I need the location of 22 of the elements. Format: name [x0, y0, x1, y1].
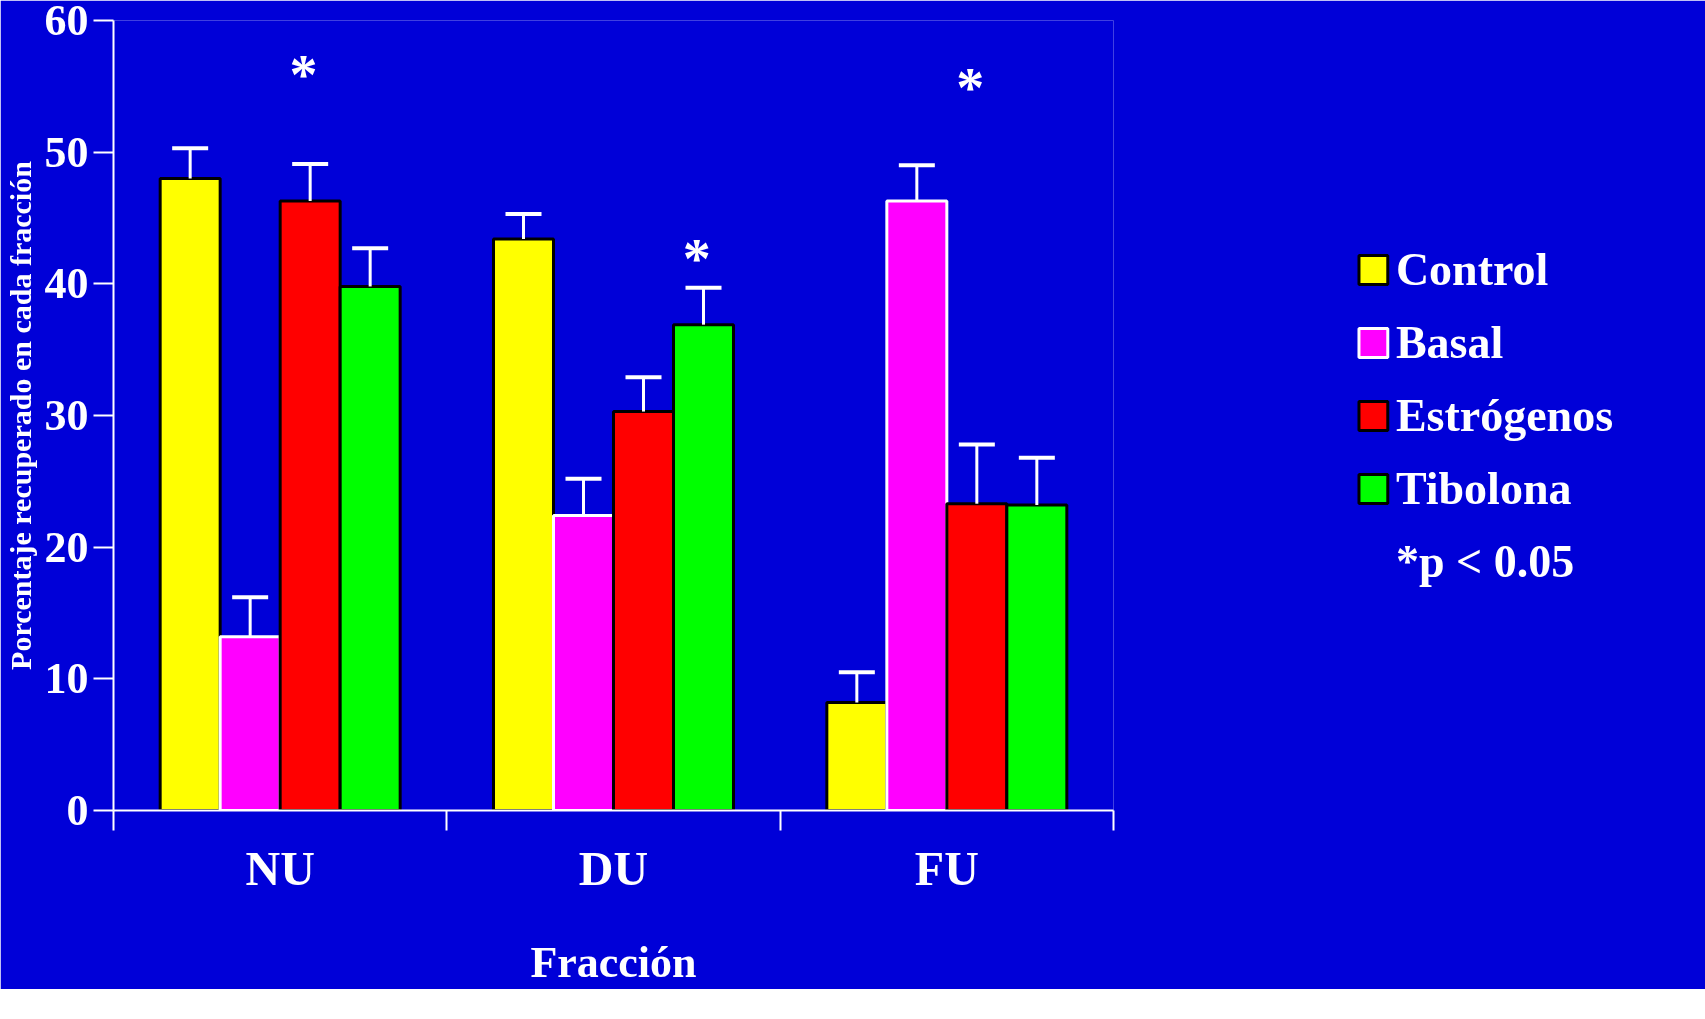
legend-label: Control	[1395, 242, 1549, 296]
bar	[158, 177, 222, 811]
x-tick-label: DU	[578, 841, 649, 895]
annotation: *	[956, 57, 985, 120]
y-axis-title: Porcentaje recuperado en cada fracción	[3, 160, 37, 670]
legend-label: Tibolona	[1395, 461, 1572, 515]
bar	[492, 237, 555, 811]
x-axis-title: Fracción	[530, 937, 697, 987]
x-tick-label: NU	[245, 841, 315, 895]
annotation: *	[289, 44, 318, 107]
y-tick-label: 0	[66, 786, 89, 835]
annotation: *	[682, 228, 711, 291]
y-tick-label: 40	[44, 259, 89, 309]
y-tick-label: 20	[44, 522, 89, 572]
y-tick-label: 30	[44, 391, 89, 440]
legend-label: Estrógenos	[1395, 388, 1614, 442]
y-tick-label: 10	[44, 654, 89, 704]
legend-label: Basal	[1395, 315, 1504, 369]
y-tick-label: 60	[44, 0, 89, 45]
text: *p < 0.05	[1395, 534, 1575, 588]
x-tick-label: FU	[914, 841, 979, 895]
y-tick-label: 50	[44, 127, 89, 177]
